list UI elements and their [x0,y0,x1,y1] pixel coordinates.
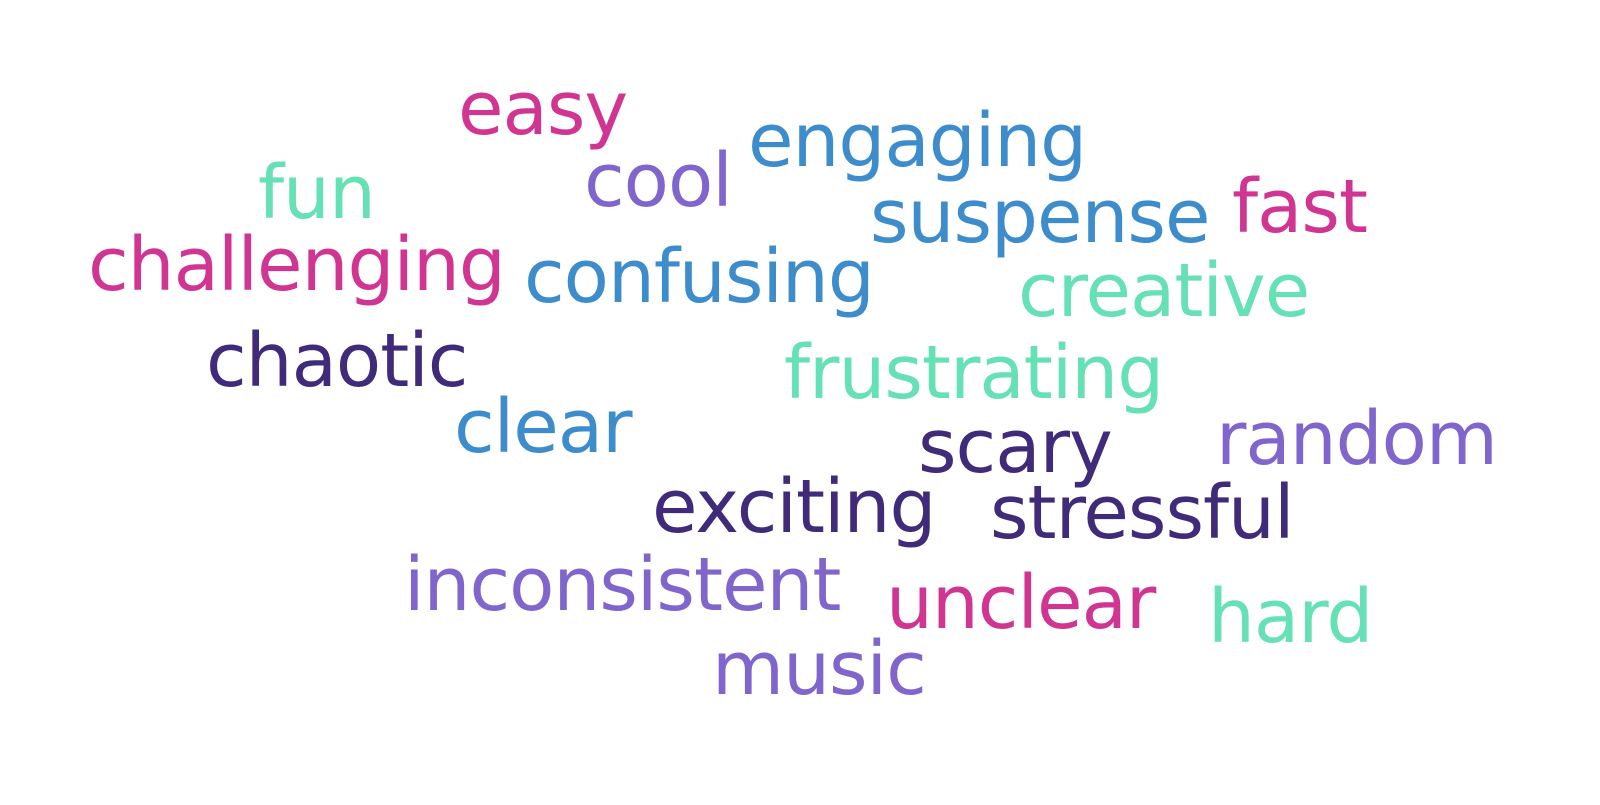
word-scary: scary [918,404,1113,490]
word-suspense: suspense [870,174,1210,260]
word-random: random [1216,396,1498,482]
word-creative: creative [1018,248,1310,334]
word-hard: hard [1208,574,1373,660]
word-confusing: confusing [524,234,875,320]
word-stressful: stressful [990,470,1295,556]
word-easy: easy [458,66,628,152]
word-inconsistent: inconsistent [404,542,841,628]
word-challenging: challenging [88,222,506,308]
word-fast: fast [1232,164,1368,250]
word-music: music [712,626,927,712]
word-fun: fun [258,150,376,236]
word-unclear: unclear [886,560,1156,646]
word-clear: clear [454,384,633,470]
word-chaotic: chaotic [206,318,468,404]
word-frustrating: frustrating [784,330,1164,416]
word-cool: cool [584,138,733,224]
word-exciting: exciting [652,464,936,550]
word-engaging: engaging [748,98,1087,184]
